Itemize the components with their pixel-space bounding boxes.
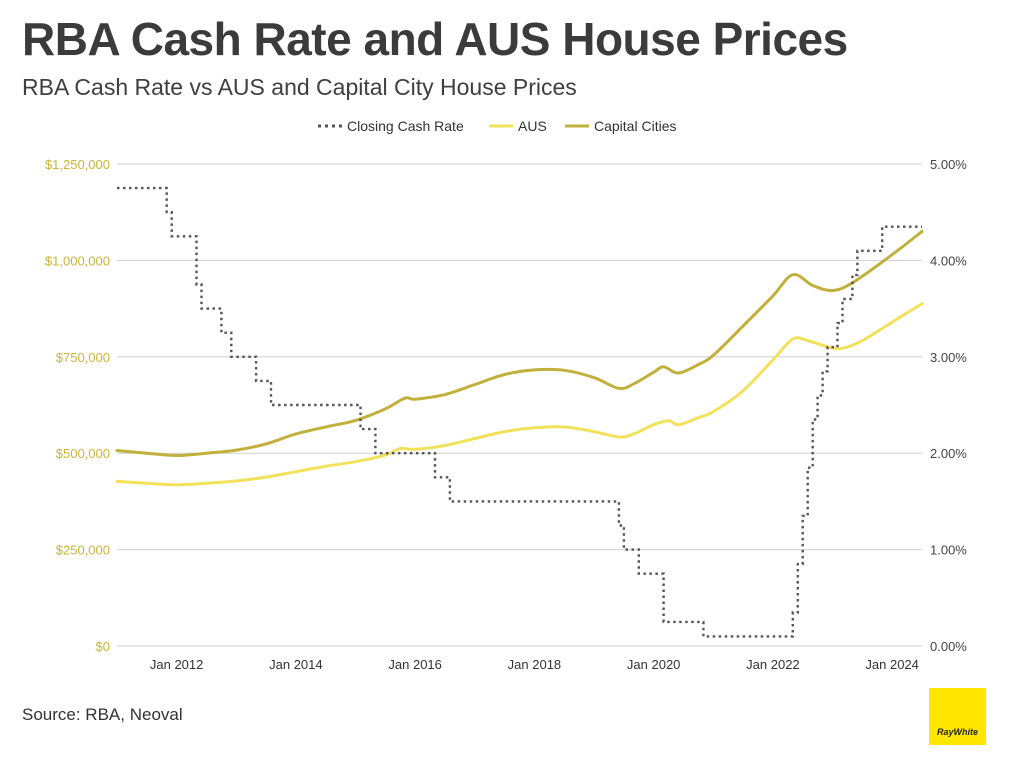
- x-tick-label: Jan 2022: [746, 657, 800, 672]
- y-left-tick-label: $0: [96, 639, 110, 654]
- y-right-tick-label: 3.00%: [930, 350, 967, 365]
- legend-label-aus: AUS: [518, 118, 547, 134]
- x-tick-label: Jan 2014: [269, 657, 323, 672]
- logo-text: RayWhite: [936, 727, 978, 737]
- y-left-tick-label: $250,000: [56, 543, 110, 558]
- y-right-tick-label: 4.00%: [930, 253, 967, 268]
- series-line-cash-rate: [117, 186, 922, 638]
- x-tick-label: Jan 2018: [508, 657, 562, 672]
- y-right-tick-label: 2.00%: [930, 446, 967, 461]
- y-left-tick-label: $1,250,000: [45, 157, 110, 172]
- series-line-aus: [115, 302, 924, 487]
- y-left-tick-label: $500,000: [56, 446, 110, 461]
- page-subtitle: RBA Cash Rate vs AUS and Capital City Ho…: [22, 74, 577, 100]
- line-chart: $0 $250,000 $500,000 $750,000 $1,000,000 $1,2…: [45, 118, 967, 672]
- y-right-tick-label: 0.00%: [930, 639, 967, 654]
- source-note: Source: RBA, Neoval: [22, 705, 183, 724]
- x-tick-label: Jan 2020: [627, 657, 681, 672]
- x-tick-label: Jan 2016: [388, 657, 442, 672]
- x-tick-label: Jan 2024: [865, 657, 919, 672]
- y-left-tick-label: $1,000,000: [45, 253, 110, 268]
- x-tick-label: Jan 2012: [150, 657, 204, 672]
- y-right-tick-label: 1.00%: [930, 543, 967, 558]
- y-left-tick-label: $750,000: [56, 350, 110, 365]
- page-title: RBA Cash Rate and AUS House Prices: [22, 13, 848, 65]
- legend-label-cash-rate: Closing Cash Rate: [347, 118, 464, 134]
- raywhite-logo: RayWhite: [929, 688, 986, 745]
- legend-label-capital-cities: Capital Cities: [594, 118, 676, 134]
- series-line-capital-cities: [115, 230, 924, 457]
- y-right-tick-label: 5.00%: [930, 157, 967, 172]
